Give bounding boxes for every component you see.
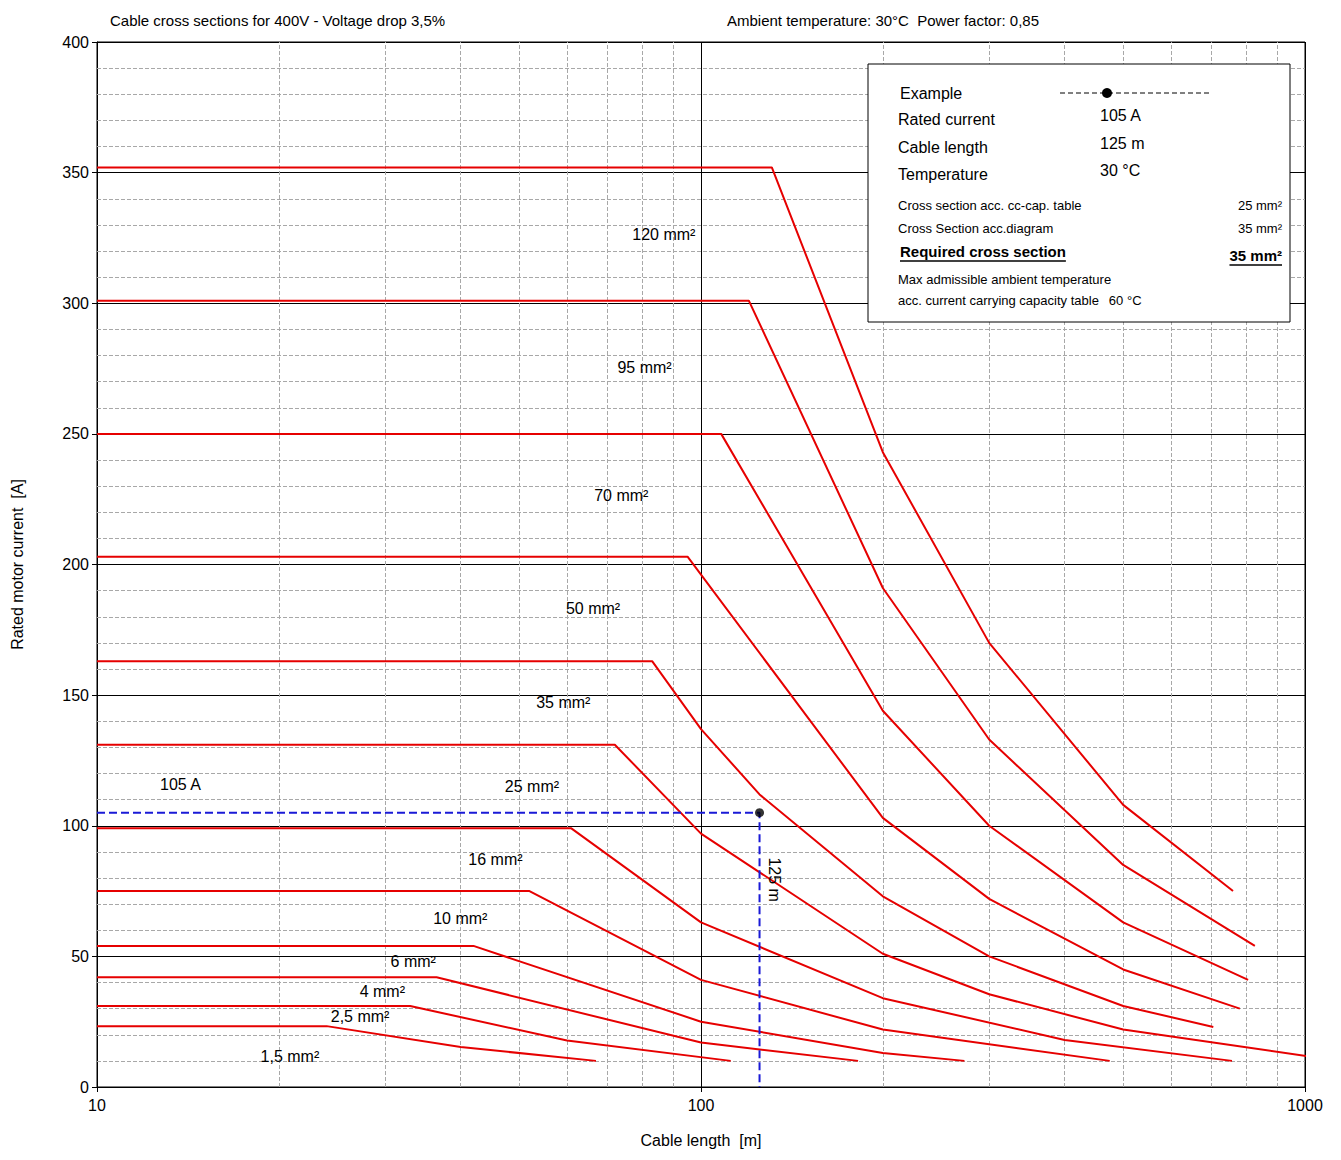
svg-text:105 A: 105 A (160, 776, 201, 793)
svg-text:60 °C: 60 °C (1109, 293, 1142, 308)
svg-text:35 mm²: 35 mm² (1229, 247, 1282, 264)
svg-text:6 mm²: 6 mm² (391, 953, 437, 970)
svg-text:10: 10 (88, 1097, 106, 1114)
svg-text:350: 350 (62, 164, 89, 181)
svg-text:100: 100 (62, 817, 89, 834)
svg-text:1000: 1000 (1287, 1097, 1323, 1114)
svg-text:100: 100 (688, 1097, 715, 1114)
svg-text:Temperature: Temperature (898, 166, 988, 183)
svg-text:Ambient temperature: 30°C Pow: Ambient temperature: 30°C Power factor: … (727, 12, 1039, 29)
svg-text:105 A: 105 A (1100, 107, 1141, 124)
svg-text:acc. current carrying capacity: acc. current carrying capacity table (898, 293, 1099, 308)
svg-text:25 mm²: 25 mm² (505, 778, 560, 795)
svg-text:30 °C: 30 °C (1100, 162, 1140, 179)
svg-text:300: 300 (62, 295, 89, 312)
svg-text:Cable length: Cable length (898, 139, 988, 156)
svg-text:10 mm²: 10 mm² (433, 910, 488, 927)
svg-text:Cable length [m]: Cable length [m] (641, 1132, 762, 1149)
svg-text:Max admissible ambient tempera: Max admissible ambient temperature (898, 272, 1111, 287)
svg-text:120 mm²: 120 mm² (632, 226, 696, 243)
svg-text:0: 0 (80, 1079, 89, 1096)
svg-text:50 mm²: 50 mm² (566, 600, 621, 617)
svg-text:Cable cross sections for 400V: Cable cross sections for 400V - Voltage … (110, 12, 445, 29)
svg-text:16 mm²: 16 mm² (468, 851, 523, 868)
svg-text:70 mm²: 70 mm² (594, 487, 649, 504)
svg-text:Cross section acc. cc-cap. tab: Cross section acc. cc-cap. table (898, 198, 1082, 213)
svg-text:Rated motor current [A]: Rated motor current [A] (9, 479, 26, 650)
svg-text:125 m: 125 m (766, 857, 783, 901)
svg-text:35 mm²: 35 mm² (536, 694, 591, 711)
svg-text:2,5 mm²: 2,5 mm² (331, 1008, 390, 1025)
svg-text:Rated current: Rated current (898, 111, 995, 128)
svg-text:25 mm²: 25 mm² (1238, 198, 1283, 213)
svg-text:4 mm²: 4 mm² (360, 983, 406, 1000)
svg-text:50: 50 (71, 948, 89, 965)
svg-text:200: 200 (62, 556, 89, 573)
svg-text:Required cross section: Required cross section (900, 243, 1066, 260)
svg-text:400: 400 (62, 34, 89, 51)
svg-text:250: 250 (62, 425, 89, 442)
svg-text:1,5 mm²: 1,5 mm² (261, 1048, 320, 1065)
svg-text:150: 150 (62, 687, 89, 704)
svg-text:35 mm²: 35 mm² (1238, 221, 1283, 236)
svg-text:Cross Section acc.diagram: Cross Section acc.diagram (898, 221, 1053, 236)
svg-text:Example: Example (900, 85, 962, 102)
svg-text:125 m: 125 m (1100, 135, 1144, 152)
svg-text:95 mm²: 95 mm² (617, 359, 672, 376)
